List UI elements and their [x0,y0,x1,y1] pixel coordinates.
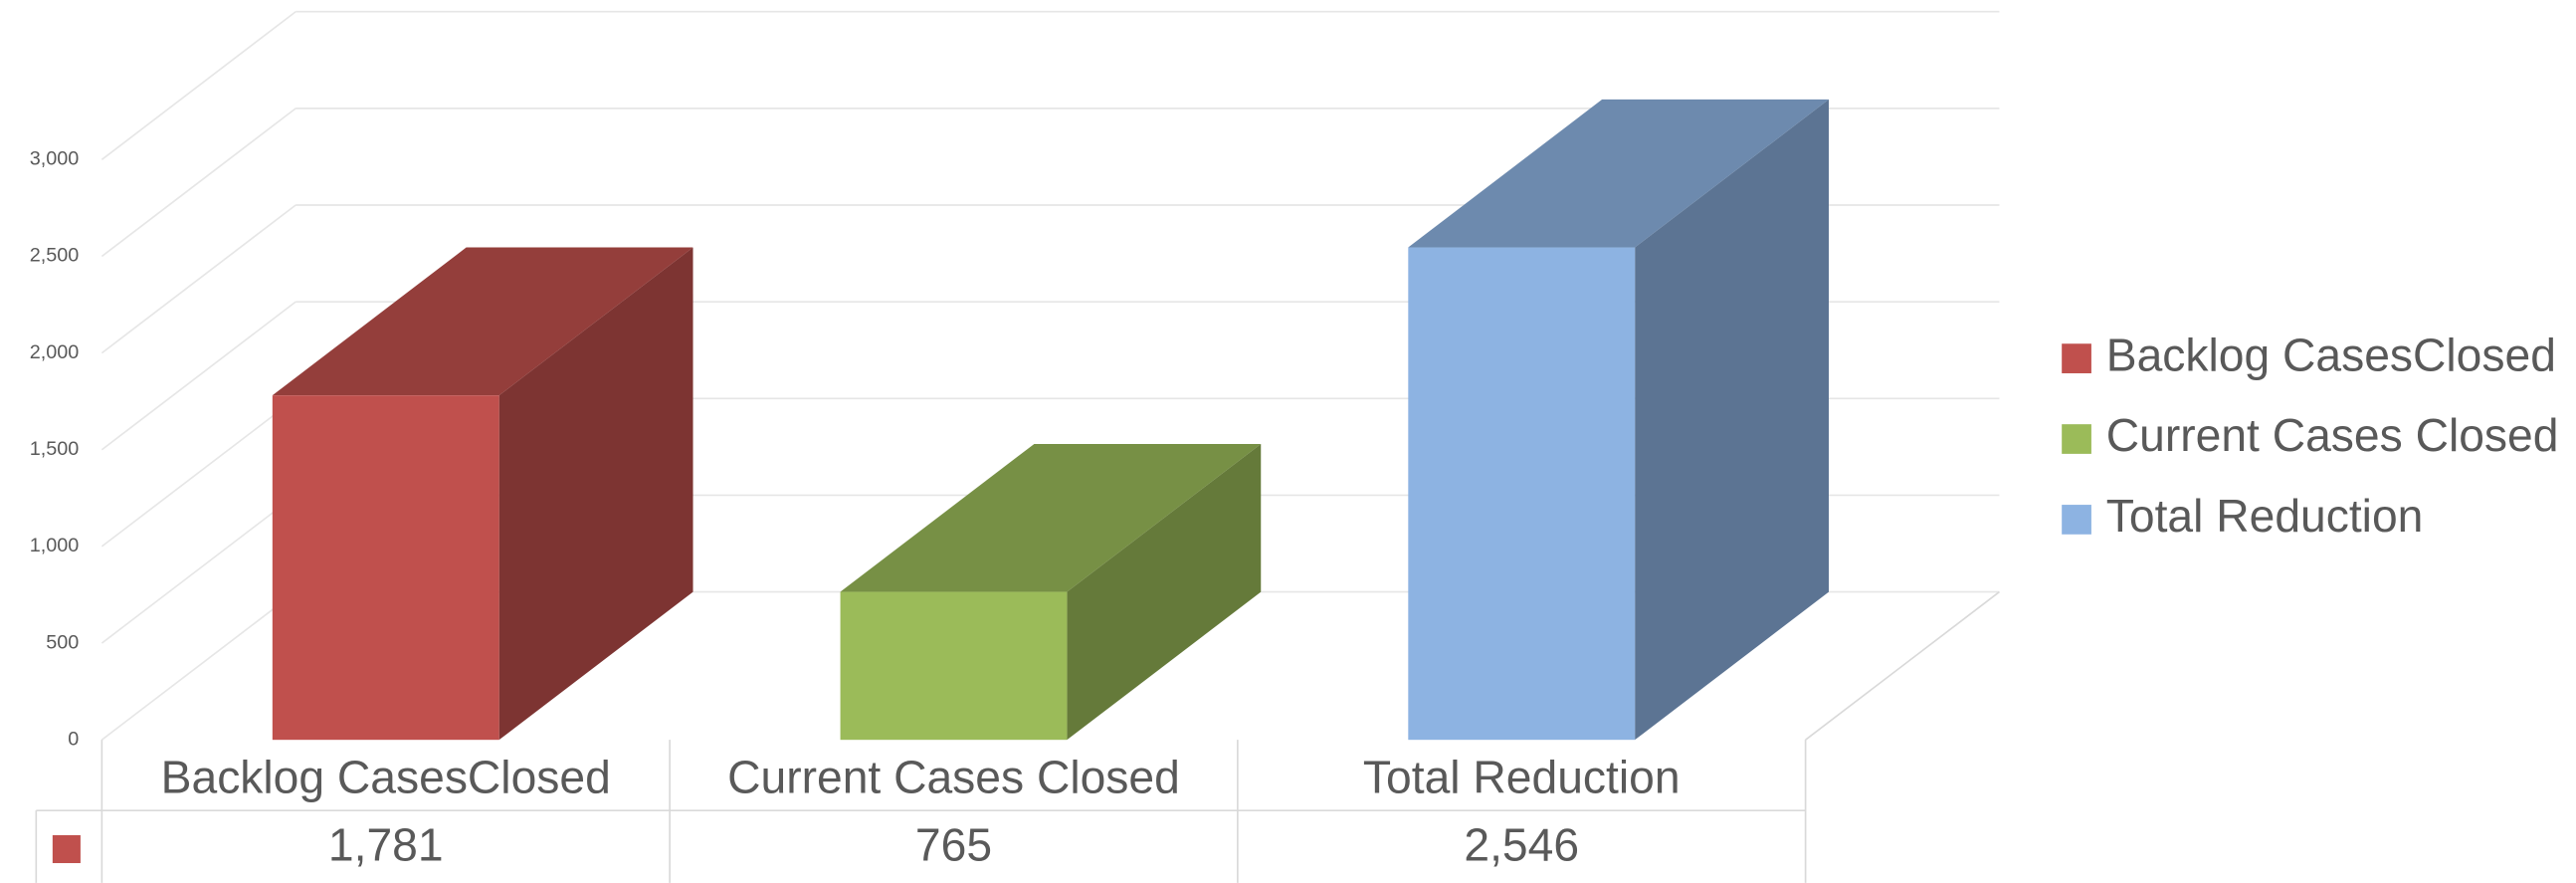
grid-line [100,590,297,741]
legend-label: Total Reduction [2106,490,2424,542]
legend-key [2062,505,2091,535]
y-tick-label: 0 [68,728,79,750]
y-tick-label: 1,500 [30,438,80,460]
bar-top [1408,99,1830,248]
grid-line [100,397,297,548]
grid-line [100,11,297,160]
floor-edge [1805,590,2000,741]
legend-label: Backlog CasesClosed [2106,329,2556,380]
grid-line [100,301,297,451]
bar-top [272,247,694,396]
grid-line [100,204,297,354]
bar-side [1635,99,1830,741]
legend-label: Current Cases Closed [2106,409,2559,461]
x-tick-label: Backlog CasesClosed [161,752,611,803]
bar-top [840,443,1262,592]
bar [272,395,499,741]
y-tick-label: 3,000 [30,148,80,170]
legend-key [2062,343,2091,373]
legend-key [2062,424,2091,454]
x-tick-label: Total Reduction [1363,752,1681,803]
grid-line [100,494,297,644]
y-tick-label: 2,000 [30,341,80,363]
x-tick-label: Current Cases Closed [727,752,1180,803]
y-tick-label: 2,500 [30,245,80,267]
bar [1408,247,1636,741]
table-value: 2,546 [1464,818,1579,870]
y-tick-label: 500 [46,631,79,653]
bar-side [498,247,694,741]
table-value: 765 [915,818,992,870]
bar-side [1067,443,1262,741]
grid-line [100,108,297,258]
bar [840,591,1068,741]
table-legend-key [52,834,81,864]
table-value: 1,781 [328,818,444,870]
y-tick-label: 1,000 [30,535,80,556]
